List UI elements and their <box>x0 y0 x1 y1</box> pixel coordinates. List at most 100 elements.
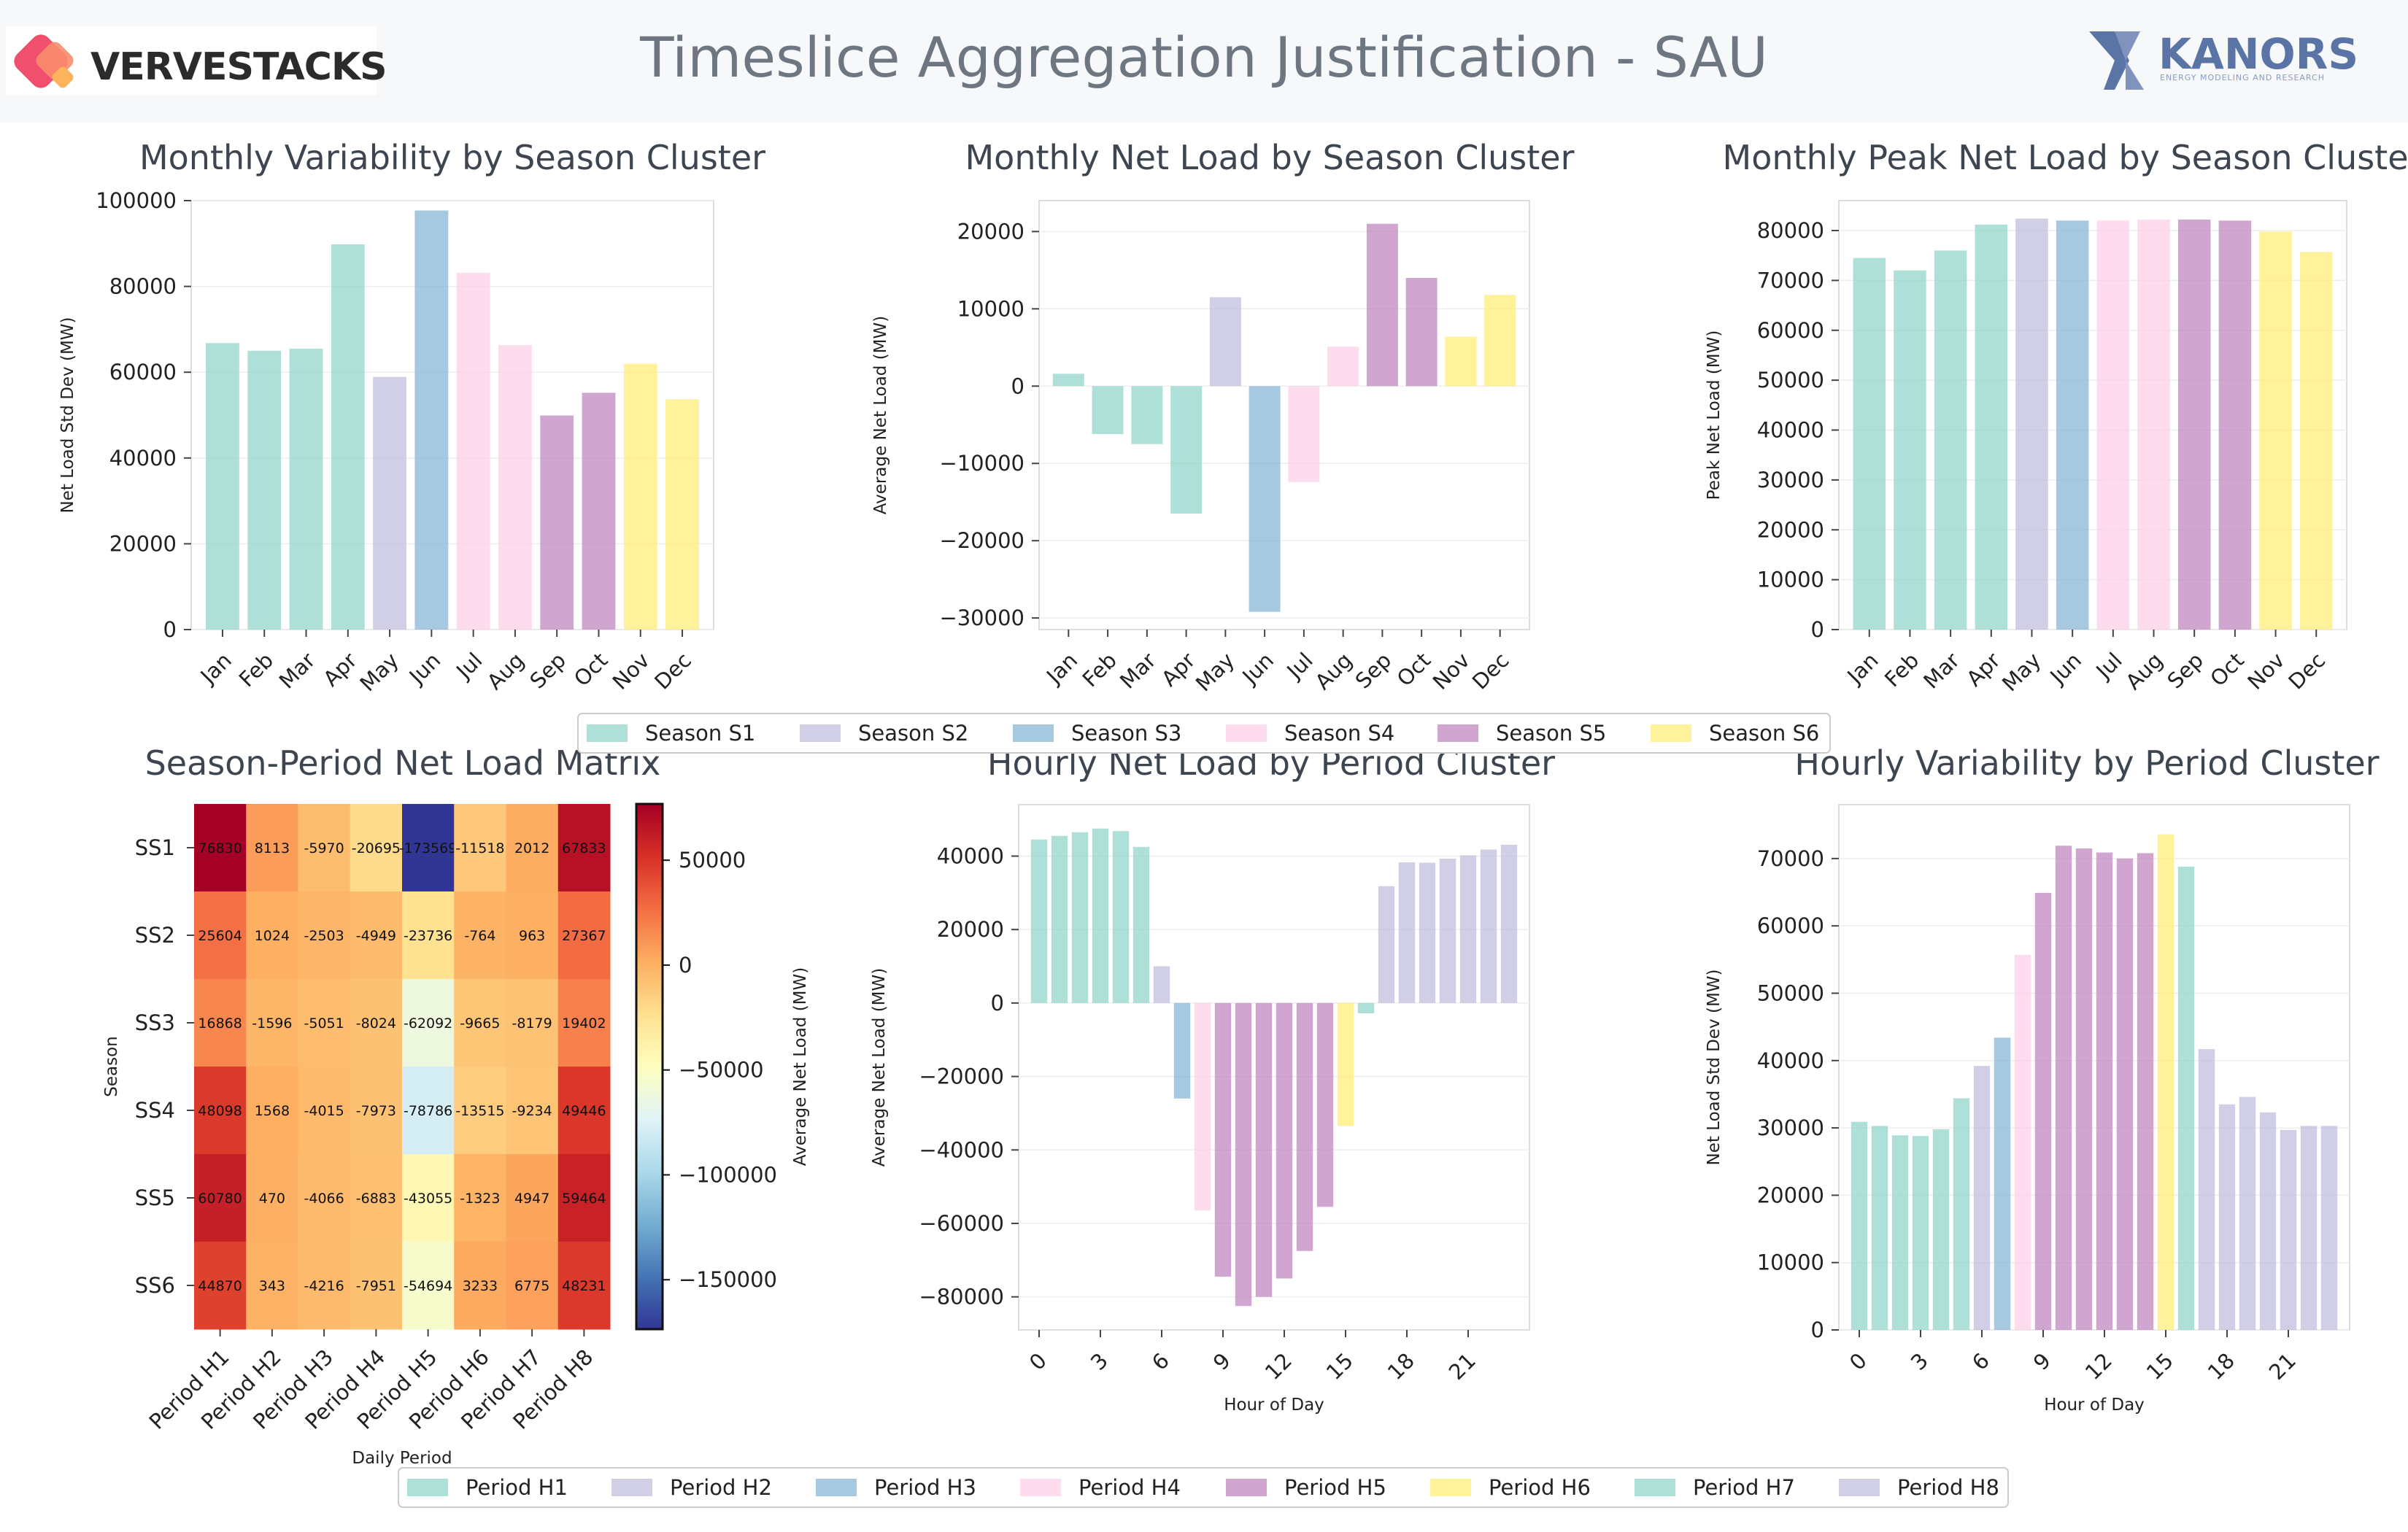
heatmap-cell-label: 44870 <box>198 1278 242 1294</box>
y-tick-label: −80000 <box>919 1285 1004 1309</box>
bar <box>1112 831 1130 1003</box>
bar <box>2218 220 2252 630</box>
heatmap-cell <box>557 891 611 980</box>
bar <box>1170 386 1203 514</box>
heatmap-cell-label: -6883 <box>356 1191 396 1207</box>
bar <box>1912 1136 1929 1330</box>
y-tick-label: 20000 <box>937 917 1004 942</box>
x-tick-label: 0 <box>1845 1348 1872 1375</box>
x-tick-label: Dec <box>1467 648 1514 695</box>
heatmap-cell <box>557 1067 611 1155</box>
x-tick-label: Mar <box>1918 648 1964 694</box>
x-tick-label: Mar <box>274 648 320 694</box>
heatmap-cell-label: -7951 <box>356 1278 396 1294</box>
x-tick-label: Nov <box>1428 648 1475 695</box>
heatmap-cell-label: -20695 <box>352 840 401 856</box>
colorbar <box>635 802 664 1331</box>
bar <box>540 415 574 630</box>
colorbar-label: Average Net Load (MW) <box>791 967 810 1166</box>
page-title: Timeslice Aggregation Justification - SA… <box>640 25 1768 90</box>
legend-label: Season S3 <box>1071 721 1181 746</box>
kanors-logo-icon <box>2089 31 2144 90</box>
heatmap-cell <box>298 1067 351 1155</box>
legend-label: Season S5 <box>1496 721 1606 746</box>
heatmap-cell-label: 8113 <box>255 840 290 856</box>
bar <box>1132 846 1150 1003</box>
bar <box>414 210 449 630</box>
y-tick-label: 70000 <box>1757 846 1824 871</box>
bar <box>1296 1002 1313 1251</box>
heatmap-cell-label: -62092 <box>404 1015 452 1032</box>
bar <box>1255 1002 1273 1297</box>
y-tick-label: 40000 <box>1757 1048 1824 1073</box>
y-tick-label: 20000 <box>1757 1183 1824 1207</box>
x-axis-label: Daily Period <box>352 1449 452 1468</box>
bar <box>1288 386 1320 482</box>
y-tick-label: 40000 <box>1757 418 1824 443</box>
x-tick-label: Sep <box>1351 648 1397 694</box>
chart-title: Monthly Peak Net Load by Season Cluster <box>1723 138 2408 177</box>
heatmap-cell <box>246 979 298 1067</box>
heatmap-cell <box>402 1154 455 1242</box>
y-tick-label: −10000 <box>939 451 1024 476</box>
x-tick-label: 18 <box>2203 1348 2239 1385</box>
bar <box>2218 1104 2236 1330</box>
x-tick-label: Nov <box>2242 648 2289 695</box>
x-tick-label: 6 <box>1147 1348 1174 1375</box>
heatmap-cell-label: -78786 <box>404 1103 452 1119</box>
heatmap-cell <box>506 1067 559 1155</box>
bar <box>2137 853 2154 1330</box>
x-tick-label: 12 <box>2080 1348 2117 1385</box>
y-tick-label: SS3 <box>135 1010 175 1035</box>
y-tick-label: SS4 <box>135 1098 175 1123</box>
heatmap-cell <box>506 804 559 892</box>
bar <box>331 244 365 630</box>
heatmap-cell <box>506 1154 559 1242</box>
bar <box>2198 1049 2215 1330</box>
x-tick-label: Apr <box>1157 648 1200 692</box>
x-tick-label: Jul <box>450 648 487 684</box>
x-tick-label: Mar <box>1115 648 1161 694</box>
y-axis-label: Net Load Std Dev (MW) <box>58 317 77 513</box>
x-tick-label: Oct <box>2205 648 2249 692</box>
vervestacks-logo-text: VERVESTACKS <box>90 45 387 89</box>
x-axis-label: Hour of Day <box>1224 1396 1324 1415</box>
chart-season_period_matrix: 76830 8113 -5970 -20695-173569-11518 2012 678… <box>102 743 810 1468</box>
bar <box>1891 1135 1909 1330</box>
bar <box>1052 374 1084 387</box>
chart-monthly_variability: 020000400006000080000100000JanFebMarAprM… <box>58 138 765 696</box>
heatmap-cell <box>506 979 559 1067</box>
bar <box>2034 892 2052 1330</box>
bar <box>1276 1002 1293 1279</box>
colorbar-tick-label: −50000 <box>679 1058 764 1083</box>
bar <box>2055 846 2072 1330</box>
x-tick-label: Apr <box>1961 648 2005 692</box>
heatmap-cell <box>402 1242 455 1330</box>
bar <box>1153 966 1170 1003</box>
bar <box>1316 1002 1334 1207</box>
heatmap-cell <box>298 891 351 980</box>
legend-label: Period H5 <box>1284 1475 1386 1500</box>
heatmap-cell-label: -9665 <box>460 1015 500 1032</box>
bar <box>206 343 239 630</box>
bar <box>2239 1096 2256 1330</box>
heatmap-cell <box>402 804 455 892</box>
bar <box>1851 1121 1868 1330</box>
heatmap-cell <box>246 1242 298 1330</box>
legend-swatch <box>1651 724 1691 742</box>
bar <box>247 350 282 630</box>
x-tick-label: 9 <box>2029 1348 2056 1375</box>
heatmap-cell <box>246 1067 298 1155</box>
bar <box>1249 386 1281 612</box>
y-tick-label: 50000 <box>1757 368 1824 392</box>
x-tick-label: Jun <box>2045 648 2086 689</box>
heatmap-cell <box>350 1154 403 1242</box>
x-tick-label: Aug <box>2120 648 2167 695</box>
x-tick-label: 18 <box>1383 1348 1419 1385</box>
heatmap-cell-label: 25604 <box>198 928 242 944</box>
x-tick-label: 15 <box>2142 1348 2178 1385</box>
heatmap-cell <box>454 891 506 980</box>
x-tick-label: Apr <box>318 648 362 692</box>
legend-frame <box>577 713 1831 754</box>
bar <box>1173 1002 1191 1099</box>
